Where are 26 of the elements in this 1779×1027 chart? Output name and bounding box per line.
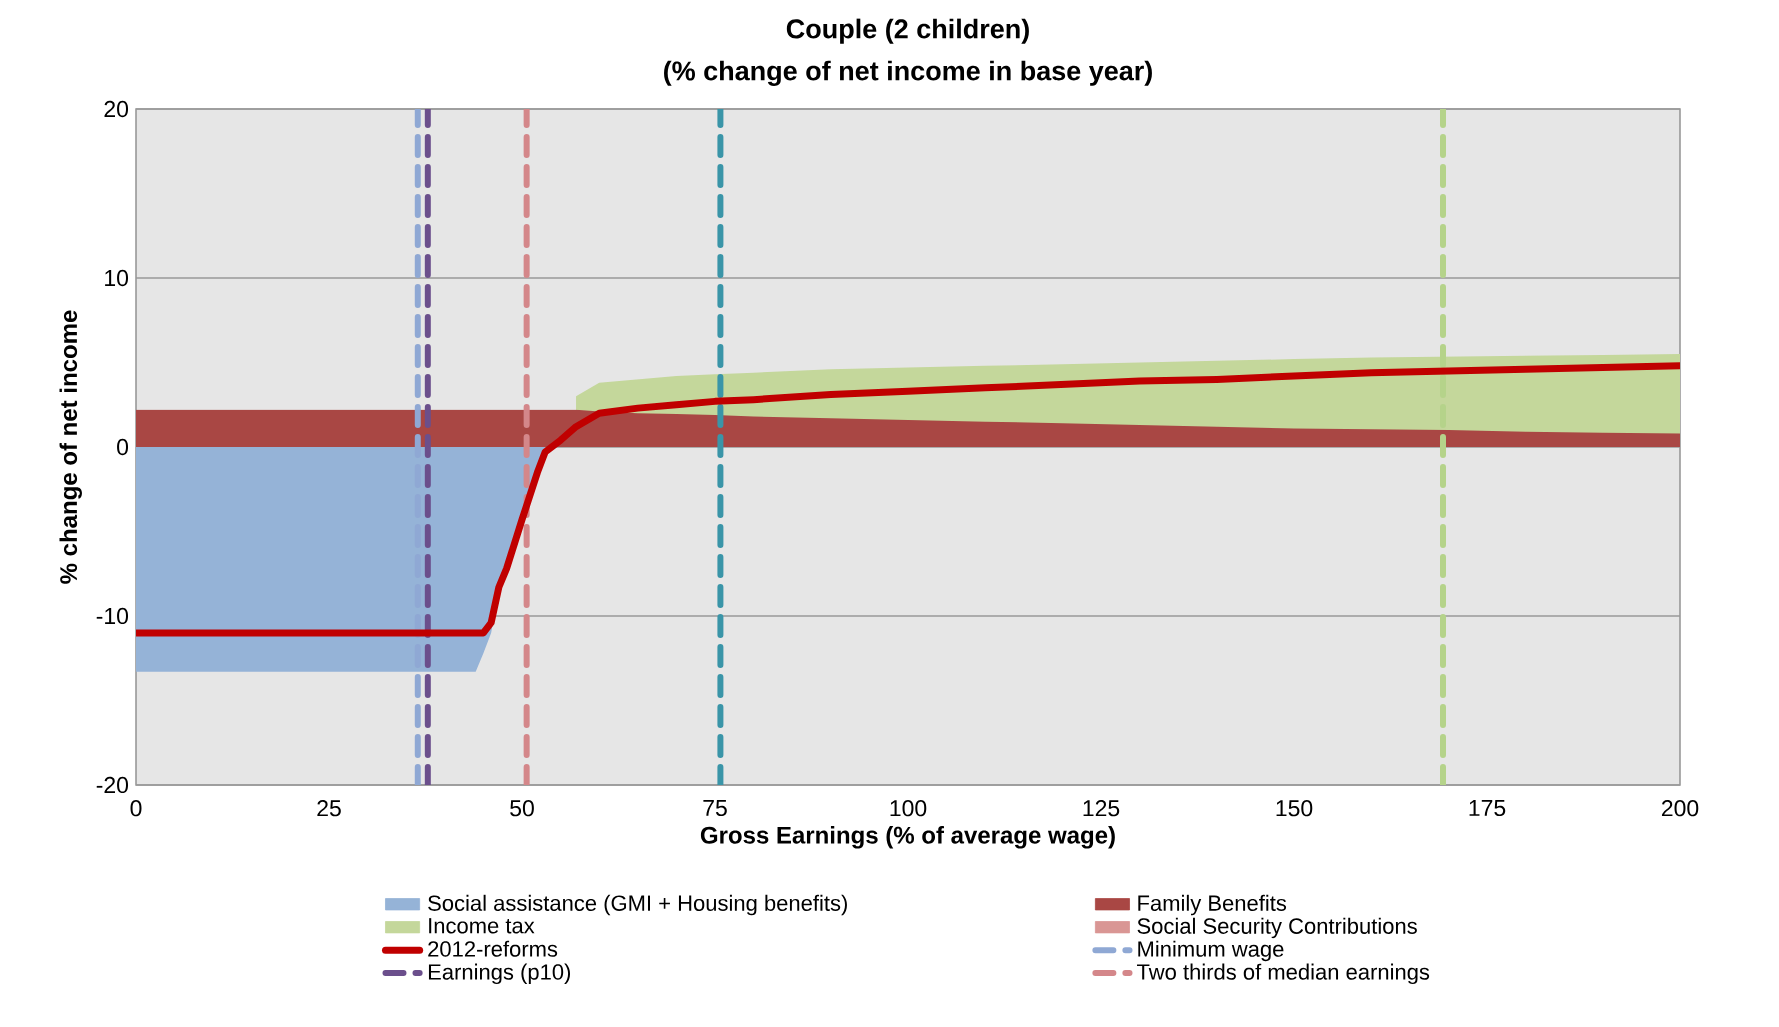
y-tick-label: -20 [96,776,129,794]
y-tick-label: 10 [105,269,129,287]
chart-subtitle: (% change of net income in base year) [664,60,1152,86]
legend-label: Income tax [429,918,535,934]
y-axis-title: % change of net income [59,310,82,584]
x-tick-label: 75 [703,800,727,817]
x-tick-label: 125 [1083,800,1120,817]
legend-label: Two thirds of median earnings [1137,963,1430,985]
x-tick-label: 100 [890,800,927,817]
x-tick-label: 25 [317,800,341,817]
legend-label: Family Benefits [1138,894,1287,916]
x-tick-label: 175 [1469,800,1506,817]
legend-label: Minimum wage [1138,940,1284,962]
legend-label: Earnings (p10) [428,963,571,985]
y-tick-label: 0 [117,438,129,456]
chart-title: Couple (2 children) [786,18,1029,44]
x-tick-label: 0 [130,800,142,817]
legend-label: Social assistance (GMI + Housing benefits) [428,894,847,916]
x-tick-label: 200 [1661,800,1699,817]
x-tick-label: 50 [510,800,534,817]
y-tick-label: -10 [96,607,129,625]
x-axis-title: Gross Earnings (% of average wage) [700,826,1115,849]
x-tick-label: 150 [1276,800,1313,817]
legend-label: Social Security Contributions [1137,917,1417,939]
y-tick-label: 20 [104,100,129,118]
legend-label: 2012-reforms [428,940,558,957]
